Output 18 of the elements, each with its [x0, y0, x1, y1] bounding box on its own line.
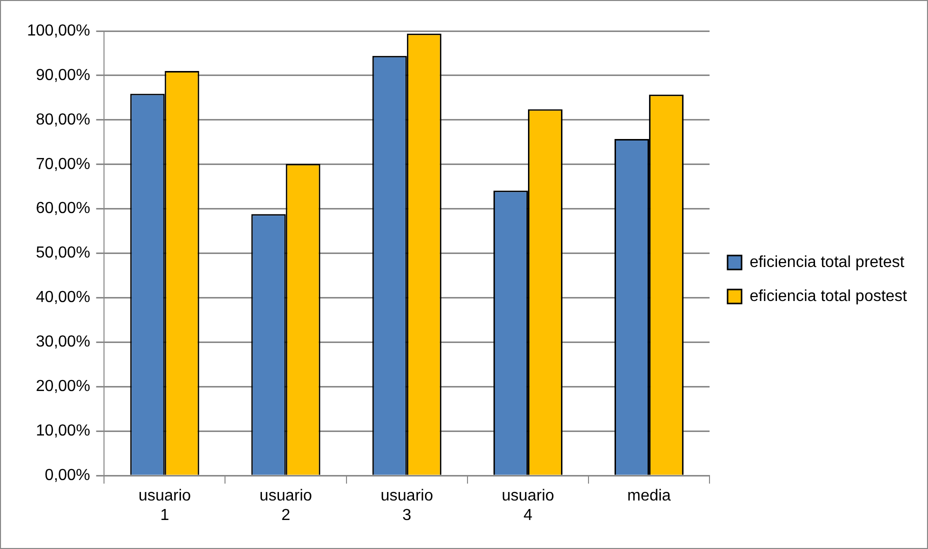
y-tick-label: 0,00%	[44, 467, 90, 484]
y-tick-label: 100,00%	[26, 22, 90, 40]
x-tick-label: usuario 4	[502, 488, 554, 524]
y-tick-label: 60,00%	[36, 200, 90, 218]
y-tick-label: 40,00%	[36, 289, 90, 306]
y-tick-label: 30,00%	[36, 334, 90, 351]
y-tick-label: 70,00%	[36, 156, 90, 173]
legend-label: eficiencia total pretest	[750, 254, 905, 271]
y-tick-label: 50,00%	[36, 244, 90, 262]
x-tick-label: usuario 2	[260, 488, 312, 524]
x-tick-label: usuario 1	[138, 488, 192, 524]
x-tick-label: usuario 3	[380, 488, 434, 524]
legend-label: eficiencia total postest	[750, 288, 908, 305]
x-tick-label: media	[627, 488, 671, 505]
y-tick-label: 90,00%	[36, 66, 90, 84]
y-tick-label: 10,00%	[36, 422, 90, 440]
y-tick-label: 80,00%	[36, 111, 90, 128]
y-tick-label: 20,00%	[36, 378, 90, 396]
